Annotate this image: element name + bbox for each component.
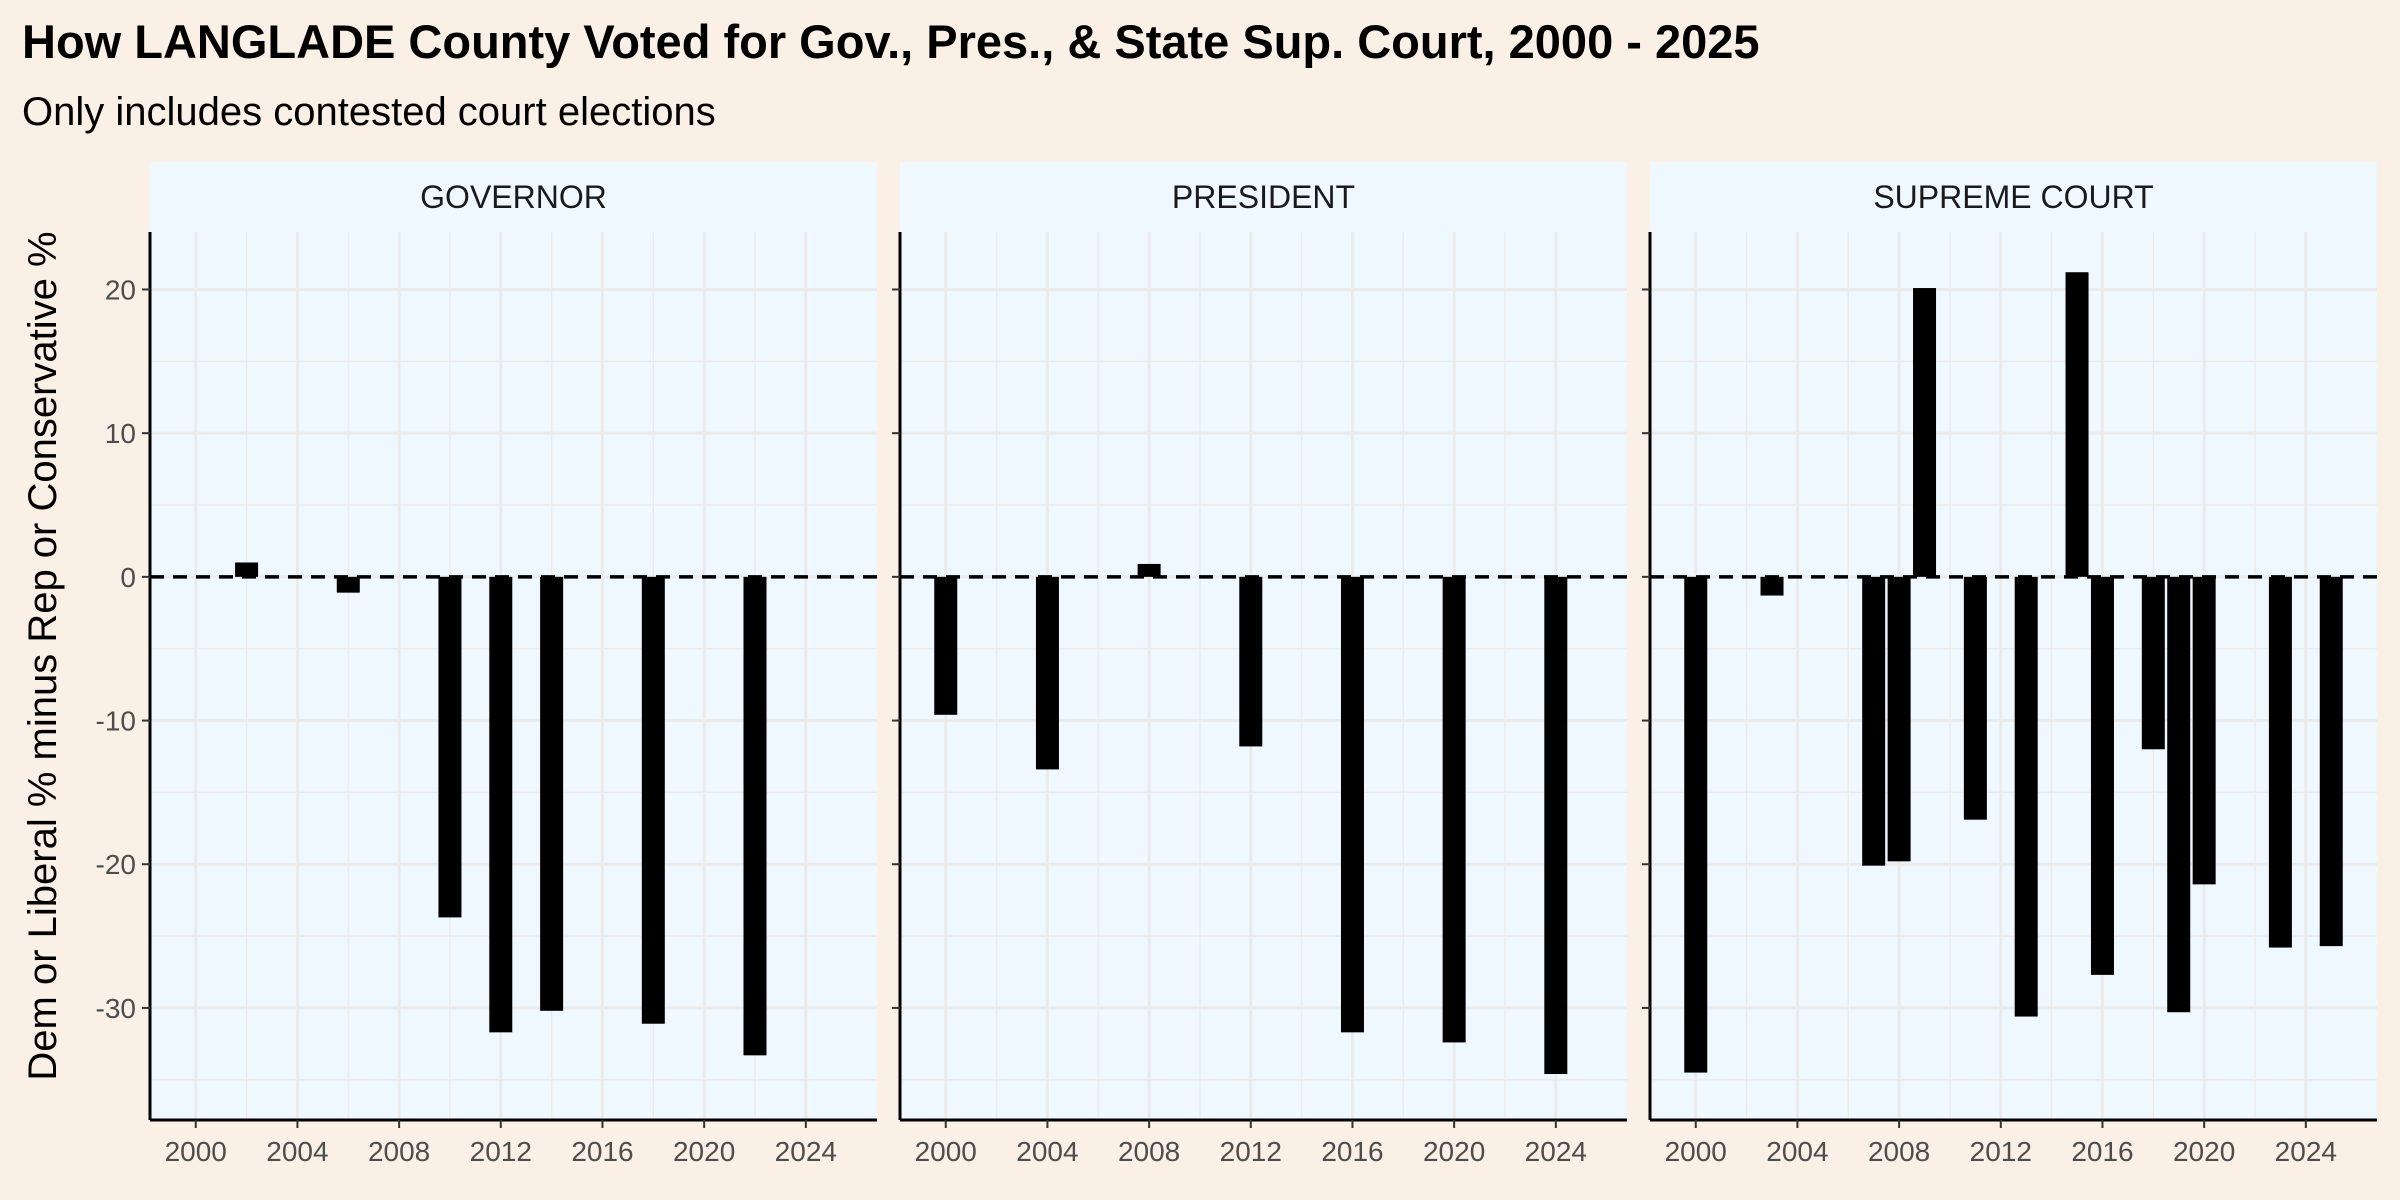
x-tick-label: 2016: [1321, 1136, 1383, 1167]
y-tick-label: -30: [96, 993, 136, 1024]
bar: [1862, 576, 1886, 866]
bar: [743, 576, 767, 1056]
x-tick-label: 2012: [1220, 1136, 1282, 1167]
x-tick-label: 2024: [1525, 1136, 1587, 1167]
bar: [2167, 576, 2191, 1013]
bar: [1137, 563, 1161, 577]
bar: [2065, 272, 2089, 577]
bar: [540, 576, 564, 1011]
x-tick-label: 2008: [1118, 1136, 1180, 1167]
x-tick-label: 2020: [673, 1136, 735, 1167]
x-tick-label: 2004: [266, 1136, 328, 1167]
x-tick-label: 2004: [1016, 1136, 1078, 1167]
y-tick-label: 0: [120, 562, 136, 593]
x-tick-label: 2024: [2275, 1136, 2337, 1167]
bar: [235, 562, 259, 577]
panel-background: [1650, 232, 2377, 1120]
bar: [1544, 576, 1568, 1075]
chart-title: How LANGLADE County Voted for Gov., Pres…: [22, 15, 1760, 68]
panel-background: [150, 232, 877, 1120]
bar: [2319, 576, 2343, 947]
bar: [2014, 576, 2038, 1017]
bar: [2192, 576, 2216, 885]
x-tick-label: 2012: [470, 1136, 532, 1167]
bar: [1684, 576, 1708, 1073]
bar: [336, 576, 360, 593]
bar: [1913, 288, 1937, 577]
bar: [2268, 576, 2292, 948]
bar: [438, 576, 462, 918]
x-tick-label: 2016: [2071, 1136, 2133, 1167]
bar: [2141, 576, 2165, 750]
bar: [1887, 576, 1911, 862]
y-axis-title: Dem or Liberal % minus Rep or Conservati…: [21, 231, 65, 1080]
facet-strip-label: GOVERNOR: [420, 179, 607, 215]
x-tick-label: 2008: [368, 1136, 430, 1167]
facet-strip-label: PRESIDENT: [1172, 179, 1355, 215]
x-tick-label: 2012: [1970, 1136, 2032, 1167]
y-tick-label: -10: [96, 706, 136, 737]
facet-strip-label: SUPREME COURT: [1873, 179, 2153, 215]
chart-subtitle: Only includes contested court elections: [22, 90, 716, 134]
bar: [1442, 576, 1466, 1043]
facet-strip: [900, 162, 1627, 232]
bar: [1239, 576, 1263, 747]
bar: [1963, 576, 1987, 820]
y-tick-label: -20: [96, 849, 136, 880]
bar: [1035, 576, 1059, 770]
x-tick-label: 2024: [775, 1136, 837, 1167]
x-tick-label: 2000: [1665, 1136, 1727, 1167]
panel-background: [900, 232, 1627, 1120]
x-tick-label: 2004: [1766, 1136, 1828, 1167]
bar: [1340, 576, 1364, 1033]
bar: [641, 576, 665, 1024]
y-tick-label: 20: [105, 274, 136, 305]
x-tick-label: 2020: [1423, 1136, 1485, 1167]
bar: [934, 576, 958, 715]
y-tick-label: 10: [105, 418, 136, 449]
x-tick-label: 2020: [2173, 1136, 2235, 1167]
facet-strip: [150, 162, 877, 232]
facet-strip: [1650, 162, 2377, 232]
x-tick-label: 2008: [1868, 1136, 1930, 1167]
bar: [2090, 576, 2114, 975]
bar: [1760, 576, 1784, 596]
bar: [489, 576, 513, 1033]
x-tick-label: 2016: [571, 1136, 633, 1167]
x-tick-label: 2000: [915, 1136, 977, 1167]
x-tick-label: 2000: [165, 1136, 227, 1167]
